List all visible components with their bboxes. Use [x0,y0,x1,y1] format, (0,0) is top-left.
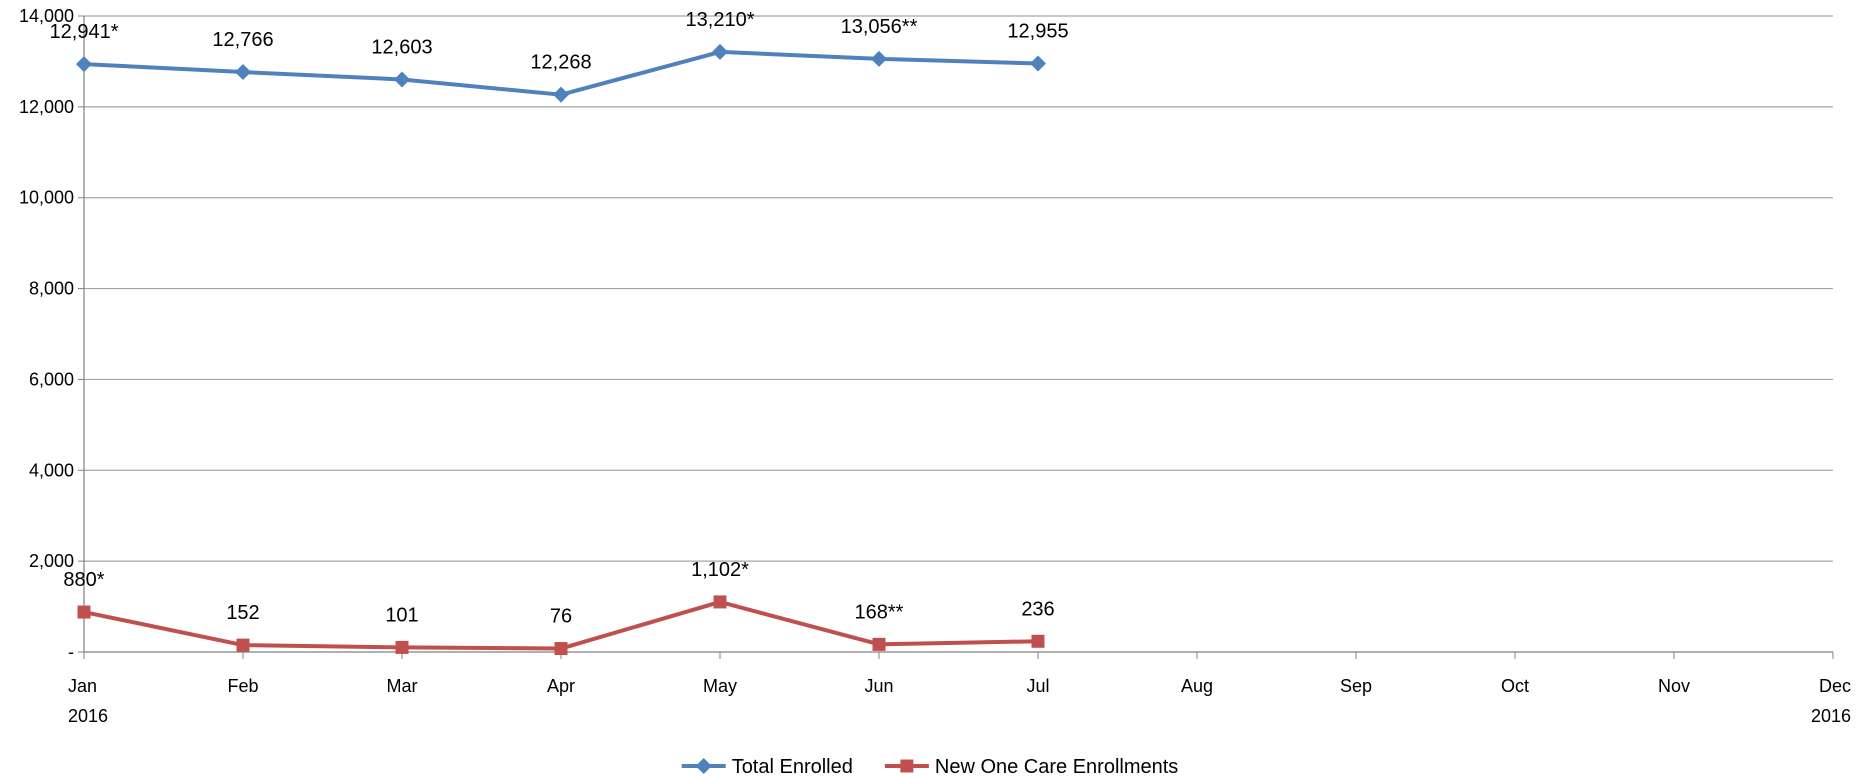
x-tick-sublabel: 2016 [1811,706,1851,726]
y-tick-label: 10,000 [19,188,74,208]
data-label: 12,268 [530,52,591,74]
data-point [77,605,91,619]
legend-label: New One Care Enrollments [935,756,1178,777]
data-label: 12,766 [212,29,273,51]
x-tick-sublabel: 2016 [68,706,108,726]
x-tick-label: Jun [864,676,893,696]
x-axis-tick-labels: Jan 2016 Feb Mar Apr May Jun Jul Aug Sep Oct Nov Dec… [68,676,1851,726]
x-tick-label: Nov [1658,676,1690,696]
data-point [553,86,569,103]
data-label: 152 [226,602,259,624]
data-point [554,642,568,656]
y-axis-tick-labels: - 2,000 4,000 6,000 8,000 10,000 12,000 14,000 [19,6,74,662]
data-label: 12,941* [50,21,119,43]
data-point [76,56,92,73]
data-point [713,595,727,609]
data-point [872,637,886,651]
data-label: 76 [550,606,572,628]
x-tick-label: Dec [1819,676,1851,696]
data-point [394,71,410,88]
x-tick-label: Mar [387,676,418,696]
legend-label: Total Enrolled [732,756,853,777]
data-label: 12,955 [1007,20,1068,42]
x-tick-label: Apr [547,676,575,696]
y-tick-label: - [68,642,74,662]
series-new-one-care-enrollments: 880* 152 101 76 1,102* 168** 236 [63,559,1055,656]
data-point [1031,634,1045,648]
data-point [871,50,887,67]
data-point [395,640,409,654]
legend: Total Enrolled New One Care Enrollments [681,756,1178,777]
x-tick-label: Jul [1026,676,1049,696]
data-label: 168** [855,601,904,623]
data-label: 13,056** [841,16,918,38]
data-point [235,64,251,81]
axes [78,15,1834,659]
legend-marker [695,758,712,774]
data-point [1030,55,1046,72]
x-tick-label: Jan [68,676,97,696]
legend-marker [900,759,914,773]
y-tick-label: 14,000 [19,6,74,26]
data-point [712,43,728,60]
y-tick-label: 4,000 [29,460,74,480]
y-tick-label: 12,000 [19,97,74,117]
data-label: 101 [385,604,418,626]
gridlines [84,15,1833,562]
series-total-enrolled: 12,941* 12,766 12,603 12,268 13,210* 13,056**… [50,9,1069,103]
x-tick-label: Sep [1340,676,1372,696]
x-tick-label: Feb [227,676,258,696]
y-tick-label: 8,000 [29,279,74,299]
data-point [236,638,250,652]
data-label: 13,210* [686,9,755,31]
legend-item: New One Care Enrollments [884,756,1178,777]
y-tick-label: 2,000 [29,551,74,571]
legend-item: Total Enrolled [681,756,853,777]
x-tick-label: Aug [1181,676,1213,696]
y-tick-label: 6,000 [29,369,74,389]
data-label: 12,603 [371,36,432,58]
data-label: 1,102* [691,559,749,581]
x-tick-label: Oct [1501,676,1529,696]
data-label: 880* [63,569,104,591]
data-label: 236 [1021,598,1054,620]
series-group: 12,941* 12,766 12,603 12,268 13,210* 13,056**… [50,9,1069,656]
x-tick-label: May [703,676,737,696]
